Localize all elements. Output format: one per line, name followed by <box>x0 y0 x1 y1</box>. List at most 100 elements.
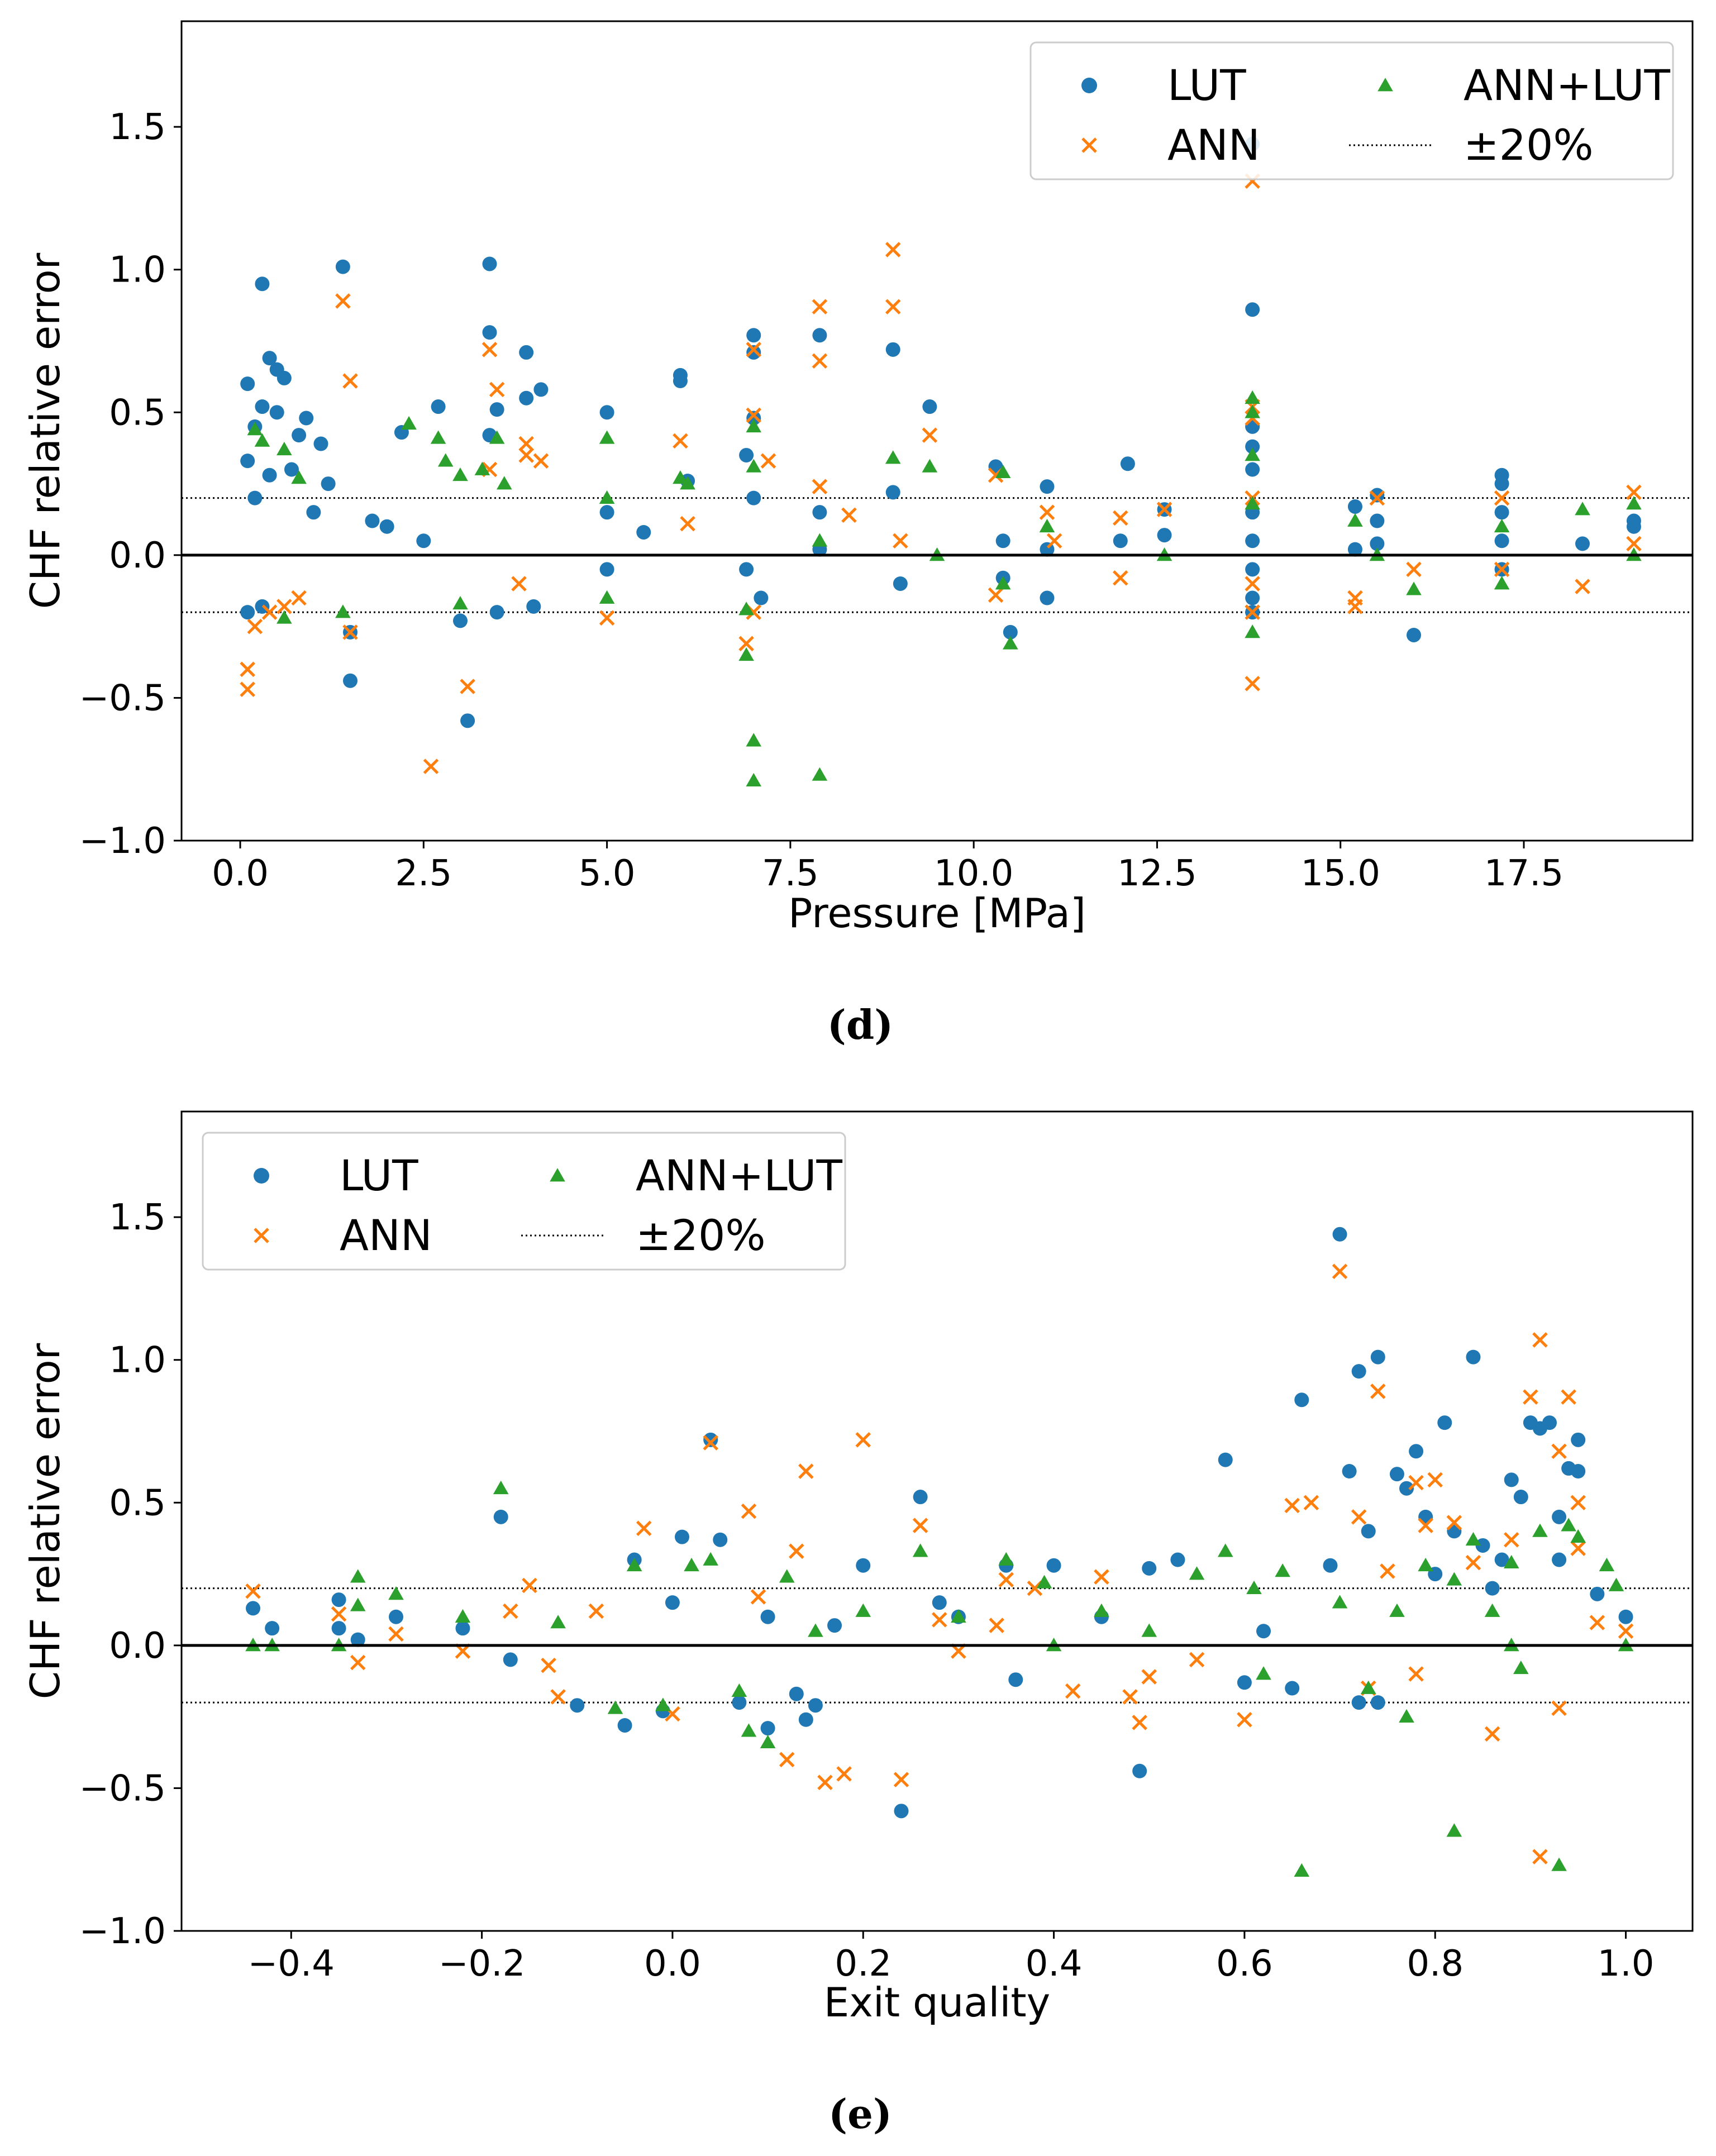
data-point-lut <box>1542 1415 1557 1430</box>
data-point-ann <box>1551 1700 1567 1716</box>
data-point-ann <box>746 342 761 357</box>
data-point-ann <box>247 618 263 635</box>
series-ann <box>240 173 1642 774</box>
y-tick-label: 0.5 <box>109 392 166 433</box>
y-tick-label: 0.5 <box>109 1482 166 1524</box>
data-point-annlut <box>437 453 454 467</box>
data-point-lut <box>812 328 827 343</box>
x-tick-label: −0.2 <box>438 1943 525 1985</box>
data-point-lut <box>913 1490 928 1505</box>
data-point-lut <box>240 376 255 392</box>
data-point-lut <box>1342 1464 1357 1479</box>
data-point-lut <box>1347 542 1362 557</box>
data-point-lut <box>277 370 292 385</box>
data-point-ann <box>588 1603 604 1619</box>
data-point-ann <box>550 1689 566 1705</box>
data-point-annlut <box>738 602 754 616</box>
y-tick-label: 1.5 <box>109 107 166 148</box>
data-point-ann <box>1408 1666 1424 1682</box>
data-point-lut <box>1245 439 1260 454</box>
data-point-ann <box>922 427 938 443</box>
data-point-annlut <box>1245 624 1260 638</box>
y-tick-label: 1.5 <box>109 1197 166 1238</box>
data-point-lut <box>760 1609 775 1624</box>
legend-marker-lut <box>1081 78 1097 93</box>
data-point-annlut <box>455 1609 471 1623</box>
data-point-lut <box>1332 1227 1347 1242</box>
data-point-ann <box>989 1618 1004 1633</box>
legend-marker-lut <box>254 1168 269 1184</box>
data-point-ann <box>335 293 351 309</box>
data-point-ann <box>1237 1711 1252 1728</box>
data-point-lut <box>455 1621 470 1636</box>
data-point-ann <box>1189 1652 1205 1668</box>
x-axis-title: Pressure [MPa] <box>788 890 1086 937</box>
data-point-ann <box>789 1543 804 1559</box>
data-point-ann <box>931 1612 947 1628</box>
data-point-lut <box>1040 479 1055 494</box>
data-point-ann <box>1303 1495 1319 1511</box>
data-point-lut <box>1552 1552 1567 1567</box>
data-point-lut <box>856 1558 871 1573</box>
data-point-lut <box>1618 1609 1633 1624</box>
data-point-annlut <box>746 733 762 747</box>
data-point-lut <box>893 576 908 591</box>
data-point-annlut <box>738 647 754 661</box>
data-point-lut <box>617 1718 632 1733</box>
data-point-ann <box>1523 1389 1538 1405</box>
data-point-annlut <box>655 1697 671 1711</box>
data-point-lut <box>1389 1467 1404 1482</box>
data-point-lut <box>1351 1364 1366 1379</box>
data-point-lut <box>262 468 277 483</box>
data-point-ann <box>1370 1384 1386 1399</box>
data-point-annlut <box>1389 1603 1405 1617</box>
data-point-lut <box>245 1601 260 1616</box>
data-point-ann <box>1141 1669 1157 1685</box>
data-point-annlut <box>350 1597 366 1611</box>
series-annlut <box>247 390 1642 787</box>
y-tick-label: 0.0 <box>109 1625 166 1667</box>
data-point-ann <box>1494 490 1510 506</box>
data-point-lut <box>713 1532 728 1547</box>
data-point-lut <box>1370 513 1385 528</box>
data-point-lut <box>1494 505 1509 520</box>
data-point-ann <box>1369 490 1385 506</box>
data-point-annlut <box>291 470 307 484</box>
data-point-annlut <box>855 1603 871 1617</box>
data-point-ann <box>342 373 358 389</box>
data-point-lut <box>789 1686 804 1701</box>
data-point-ann <box>1245 676 1260 691</box>
y-axis-title: CHF relative error <box>22 1343 69 1699</box>
data-point-ann <box>1245 604 1260 620</box>
data-point-lut <box>1494 533 1509 548</box>
axes-frame <box>180 1110 1694 1932</box>
data-point-lut <box>674 1529 689 1544</box>
data-point-lut <box>343 673 358 688</box>
data-point-lut <box>1590 1586 1605 1601</box>
data-point-annlut <box>1570 1529 1586 1543</box>
data-point-annlut <box>1446 1823 1462 1837</box>
data-point-annlut <box>1360 1680 1376 1694</box>
data-point-ann <box>388 1626 404 1642</box>
data-point-annlut <box>1275 1563 1290 1577</box>
data-point-annlut <box>812 533 828 547</box>
data-point-ann <box>511 576 527 592</box>
x-tick-label: 0.6 <box>1216 1943 1273 1985</box>
data-point-lut <box>1575 536 1590 551</box>
data-point-annlut <box>1332 1595 1348 1609</box>
data-point-ann <box>1575 579 1590 594</box>
panel-label: (d) <box>827 1001 893 1048</box>
x-tick-label: 0.8 <box>1407 1943 1464 1985</box>
data-point-annlut <box>1465 1532 1481 1546</box>
data-point-annlut <box>779 1569 795 1583</box>
x-tick-label: 0.2 <box>835 1943 892 1985</box>
data-point-lut <box>636 524 651 540</box>
data-point-annlut <box>493 1480 509 1495</box>
data-point-annlut <box>1245 404 1260 418</box>
data-point-lut <box>599 562 614 577</box>
data-point-annlut <box>760 1734 776 1748</box>
data-point-annlut <box>1399 1709 1414 1723</box>
legend-label-lut: LUT <box>340 1151 418 1200</box>
data-point-ann <box>912 1518 928 1533</box>
